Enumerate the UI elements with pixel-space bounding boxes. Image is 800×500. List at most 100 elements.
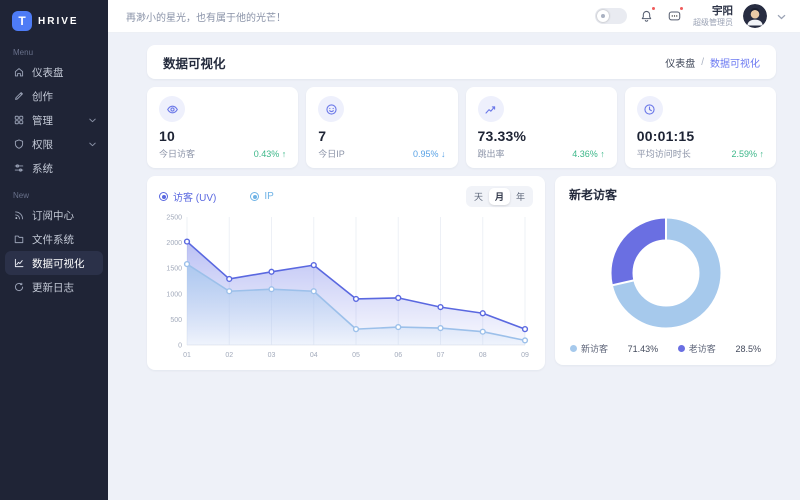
theme-toggle[interactable] (595, 8, 627, 24)
legend-dot-icon (570, 345, 577, 352)
trend-icon (477, 96, 504, 122)
visitors-chart-card: 访客 (UV) IP 天 月 年 0 500 1000 1500 2000 2500 01 0… (147, 176, 545, 370)
stats-row: 10 今日访客 0.43% ↑ 7 今日IP 0.95% ↓ 73.33% 跳出… (147, 87, 776, 168)
user-menu[interactable]: 宇阳 超级管理员 (693, 5, 733, 27)
sidebar-item-label: 数据可视化 (32, 257, 85, 270)
svg-text:09: 09 (521, 352, 529, 359)
svg-text:08: 08 (479, 352, 487, 359)
sidebar-item-manage[interactable]: 管理 (0, 108, 108, 132)
chevron-down-icon (89, 142, 102, 147)
svg-text:06: 06 (394, 352, 402, 359)
sidebar-item-data-visualization[interactable]: 数据可视化 (5, 251, 103, 275)
notification-badge (651, 6, 656, 11)
stat-label: 跳出率 (477, 149, 505, 159)
changelog-icon (14, 282, 24, 292)
svg-text:1500: 1500 (166, 266, 182, 273)
sidebar-item-label: 文件系统 (32, 233, 74, 246)
legend-label: IP (264, 191, 274, 202)
topbar: 再渺小的星光，也有属于他的光芒！ 宇阳 超级管理员 (108, 0, 800, 33)
legend-uv[interactable]: 访客 (UV) (159, 189, 216, 204)
stat-card-visitors: 10 今日访客 0.43% ↑ (147, 87, 299, 168)
stat-value: 00:01:15 (636, 128, 695, 144)
arrow-down-icon: ↓ (441, 148, 446, 159)
sidebar-item-label: 订阅中心 (32, 209, 74, 222)
sidebar-item-dashboard[interactable]: 仪表盘 (0, 60, 108, 84)
clock-icon (636, 96, 663, 122)
stat-card-ip: 7 今日IP 0.95% ↓ (306, 87, 458, 168)
svg-text:2500: 2500 (166, 215, 182, 222)
legend-ip[interactable]: IP (250, 191, 274, 202)
sidebar-item-files[interactable]: 文件系统 (0, 227, 108, 251)
message-badge (679, 6, 684, 11)
logo-icon: T (12, 11, 32, 31)
svg-text:500: 500 (170, 317, 182, 324)
manage-icon (14, 115, 24, 125)
stat-trend: 2.59% ↑ (731, 148, 765, 159)
page-header: 数据可视化 仪表盘 / 数据可视化 (147, 45, 776, 79)
svg-text:04: 04 (310, 352, 318, 359)
svg-text:0: 0 (178, 343, 182, 350)
radio-dot-icon (250, 192, 260, 201)
topbar-controls: 宇阳 超级管理员 (595, 4, 786, 28)
stat-trend: 0.43% ↑ (253, 148, 287, 159)
svg-text:2000: 2000 (166, 240, 182, 247)
donut-value-old: 28.5% (735, 343, 761, 354)
sidebar-item-label: 创作 (32, 90, 53, 103)
chevron-down-icon (89, 118, 102, 123)
stat-trend: 0.95% ↓ (412, 148, 446, 159)
arrow-up-icon: ↑ (281, 148, 287, 159)
donut-value-new: 71.43% (627, 343, 659, 354)
donut-legend-new: 新访客 (570, 342, 608, 355)
bell-icon (641, 10, 651, 22)
svg-text:03: 03 (268, 352, 276, 359)
stat-value: 7 (318, 128, 327, 144)
main-area: 再渺小的星光，也有属于他的光芒！ 宇阳 超级管理员 (108, 0, 800, 500)
breadcrumb-parent[interactable]: 仪表盘 (665, 58, 696, 70)
sidebar-item-permission[interactable]: 权限 (0, 132, 108, 156)
sidebar-item-create[interactable]: 创作 (0, 84, 108, 108)
subscribe-icon (15, 211, 23, 220)
range-year-button[interactable]: 年 (515, 192, 525, 202)
smile-icon (318, 96, 345, 122)
user-chevron-down-icon[interactable] (777, 7, 786, 25)
stat-value: 73.33% (477, 128, 527, 144)
stat-card-avg-duration: 00:01:15 平均访问时长 2.59% ↑ (624, 87, 776, 168)
sidebar: T HRIVE Menu 仪表盘 创作 管理 权限 系统 New 订阅中心 文件… (0, 0, 108, 500)
svg-text:07: 07 (437, 352, 445, 359)
avatar-image (743, 4, 767, 28)
visitor-type-card: 新老访客 新访客 71.43% 老访客 28.5% (555, 176, 776, 365)
arrow-up-icon: ↑ (600, 148, 605, 159)
toggle-knob (597, 10, 609, 22)
chat-icon (668, 10, 680, 20)
breadcrumb-separator: / (701, 56, 704, 68)
messages-button[interactable] (665, 6, 684, 25)
brand-name: HRIVE (38, 15, 79, 27)
sidebar-item-label: 仪表盘 (32, 66, 64, 79)
range-day-button[interactable]: 天 (473, 192, 483, 202)
avatar[interactable] (743, 4, 767, 28)
sidebar-item-label: 系统 (32, 162, 53, 175)
charts-row: 访客 (UV) IP 天 月 年 0 500 1000 1500 2000 2500 01 0… (147, 176, 776, 370)
svg-text:1000: 1000 (166, 291, 182, 298)
breadcrumb: 仪表盘 / 数据可视化 (665, 55, 760, 70)
breadcrumb-current: 数据可视化 (710, 58, 760, 70)
brand-logo[interactable]: T HRIVE (0, 0, 108, 37)
radio-dot-icon (159, 192, 168, 201)
create-icon (15, 92, 23, 100)
sidebar-item-system[interactable]: 系统 (0, 156, 108, 180)
stat-label: 平均访问时长 (636, 149, 691, 159)
files-icon (14, 235, 24, 244)
sidebar-item-label: 更新日志 (32, 281, 74, 294)
sidebar-item-changelog[interactable]: 更新日志 (0, 275, 108, 299)
range-month-button[interactable]: 月 (488, 188, 510, 205)
page-title: 数据可视化 (163, 56, 226, 71)
donut-legend-old: 老访客 (677, 342, 716, 355)
notifications-button[interactable] (637, 6, 656, 25)
sidebar-section-menu: Menu (13, 48, 34, 57)
sidebar-item-subscribe[interactable]: 订阅中心 (0, 203, 108, 227)
stat-trend: 4.36% ↑ (572, 148, 605, 159)
arrow-up-icon: ↑ (759, 148, 765, 159)
user-name: 宇阳 (712, 4, 733, 17)
svg-text:01: 01 (183, 352, 191, 359)
page-content: 数据可视化 仪表盘 / 数据可视化 10 今日访客 0.43% ↑ 7 今日I (108, 33, 800, 500)
